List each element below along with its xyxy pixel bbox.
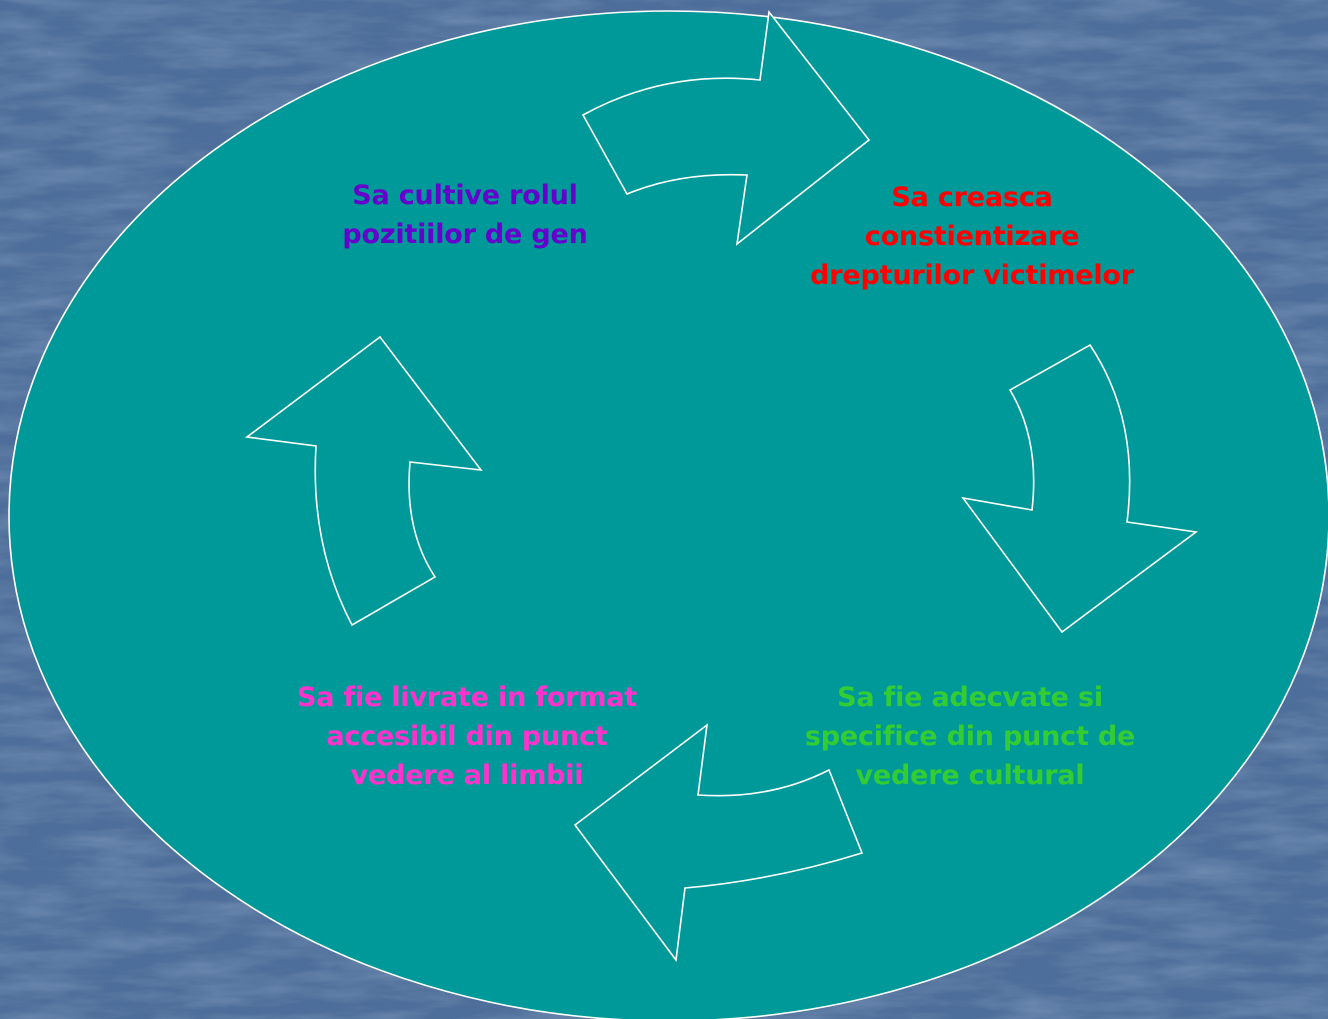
label-line: drepturilor victimelor [810, 260, 1134, 291]
arrow-top-icon [581, 10, 871, 246]
label-line: vedere cultural [855, 760, 1085, 791]
label-line: Sa cultive rolul [352, 180, 578, 211]
arrow-right-icon [961, 343, 1199, 634]
label-line: constientizare [864, 221, 1080, 252]
label-line: accesibil din punct [326, 721, 608, 752]
label-line: specifice din punct de [804, 721, 1136, 752]
label-line: pozitiilor de gen [342, 219, 588, 250]
label-line: Sa fie livrate in format [297, 682, 637, 713]
arrow-left-icon [244, 335, 483, 627]
label-line: Sa creasca [891, 182, 1053, 213]
label-line: Sa fie adecvate si [837, 682, 1103, 713]
label-line: vedere al limbii [350, 760, 584, 791]
label-cultural-relevance: Sa fie adecvate si specifice din punct d… [780, 678, 1160, 795]
label-language-access: Sa fie livrate in format accesibil din p… [272, 678, 662, 795]
label-gender-roles: Sa cultive rolul pozitiilor de gen [300, 176, 630, 254]
cycle-ellipse [8, 10, 1328, 1019]
label-victim-rights: Sa creasca constientizare drepturilor vi… [790, 178, 1154, 295]
arrow-bottom-icon [573, 723, 864, 963]
